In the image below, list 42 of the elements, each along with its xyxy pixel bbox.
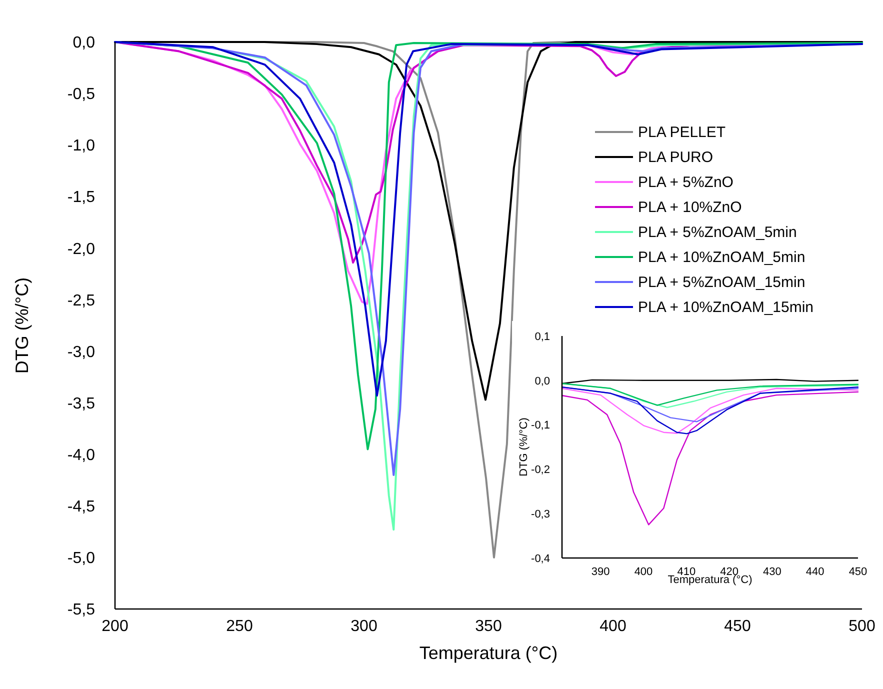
line-series (561, 391, 859, 526)
x-tick-label: 200 (102, 618, 128, 635)
x-axis-title: Temperatura (°C) (419, 643, 558, 663)
y-tick-label: -0,3 (531, 508, 550, 520)
legend-label: PLA + 5%ZnO (638, 174, 734, 191)
y-tick-label: -1,0 (67, 138, 96, 155)
x-tick-label: 300 (350, 618, 378, 635)
x-tick-label: 440 (806, 566, 824, 578)
y-axis-title: DTG (%/°C) (518, 418, 530, 476)
x-tick-label: 390 (591, 566, 610, 578)
x-tick-label: 350 (475, 618, 502, 635)
y-tick-label: -3,5 (67, 395, 96, 412)
legend-label: PLA + 10%ZnO (638, 199, 742, 216)
x-tick-label: 400 (600, 618, 626, 635)
y-axis-title: DTG (%/°C) (12, 277, 32, 374)
y-tick-label: -4,0 (67, 446, 96, 464)
legend-label: PLA PURO (638, 149, 714, 166)
legend-label: PLA + 10%ZnOAM_5min (638, 249, 806, 266)
y-tick-label: -5,0 (67, 550, 96, 568)
legend-label: PLA PELLET (638, 124, 726, 141)
x-tick-label: 450 (848, 566, 868, 578)
y-tick-label: -2,5 (67, 292, 96, 310)
y-tick-label: -1,5 (67, 189, 96, 206)
y-tick-label: -0,4 (531, 552, 550, 565)
x-tick-label: 450 (724, 618, 751, 635)
legend-label: PLA + 10%ZnOAM_15min (638, 299, 814, 316)
y-tick-label: 0,0 (534, 375, 550, 388)
x-tick-label: 400 (634, 566, 653, 578)
legend-label: PLA + 5%ZnOAM_5min (638, 224, 797, 241)
x-tick-label: 430 (763, 566, 782, 578)
x-tick-label: 500 (848, 618, 876, 635)
y-tick-label: -3,0 (67, 344, 96, 361)
x-tick-label: 250 (226, 618, 253, 635)
y-tick-label: -0,5 (67, 86, 96, 104)
y-tick-label: -2,0 (67, 240, 96, 258)
y-tick-label: 0,1 (534, 330, 550, 343)
y-tick-label: -0,1 (531, 420, 550, 432)
y-tick-label: -5,5 (67, 602, 96, 619)
y-tick-label: -0,2 (531, 464, 550, 476)
y-tick-label: -4,5 (67, 498, 96, 516)
legend-label: PLA + 5%ZnOAM_15min (638, 274, 806, 291)
y-tick-label: 0,0 (72, 34, 96, 52)
